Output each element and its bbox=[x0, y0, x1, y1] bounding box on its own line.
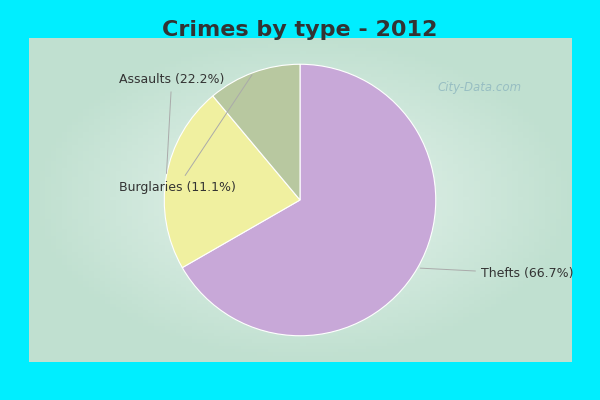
Wedge shape bbox=[182, 64, 436, 336]
Text: City-Data.com: City-Data.com bbox=[438, 82, 522, 94]
Text: Crimes by type - 2012: Crimes by type - 2012 bbox=[163, 20, 437, 40]
Text: Burglaries (11.1%): Burglaries (11.1%) bbox=[119, 75, 252, 194]
Text: Assaults (22.2%): Assaults (22.2%) bbox=[119, 73, 224, 174]
Text: Thefts (66.7%): Thefts (66.7%) bbox=[420, 267, 574, 280]
Wedge shape bbox=[164, 96, 300, 268]
Wedge shape bbox=[213, 64, 300, 200]
